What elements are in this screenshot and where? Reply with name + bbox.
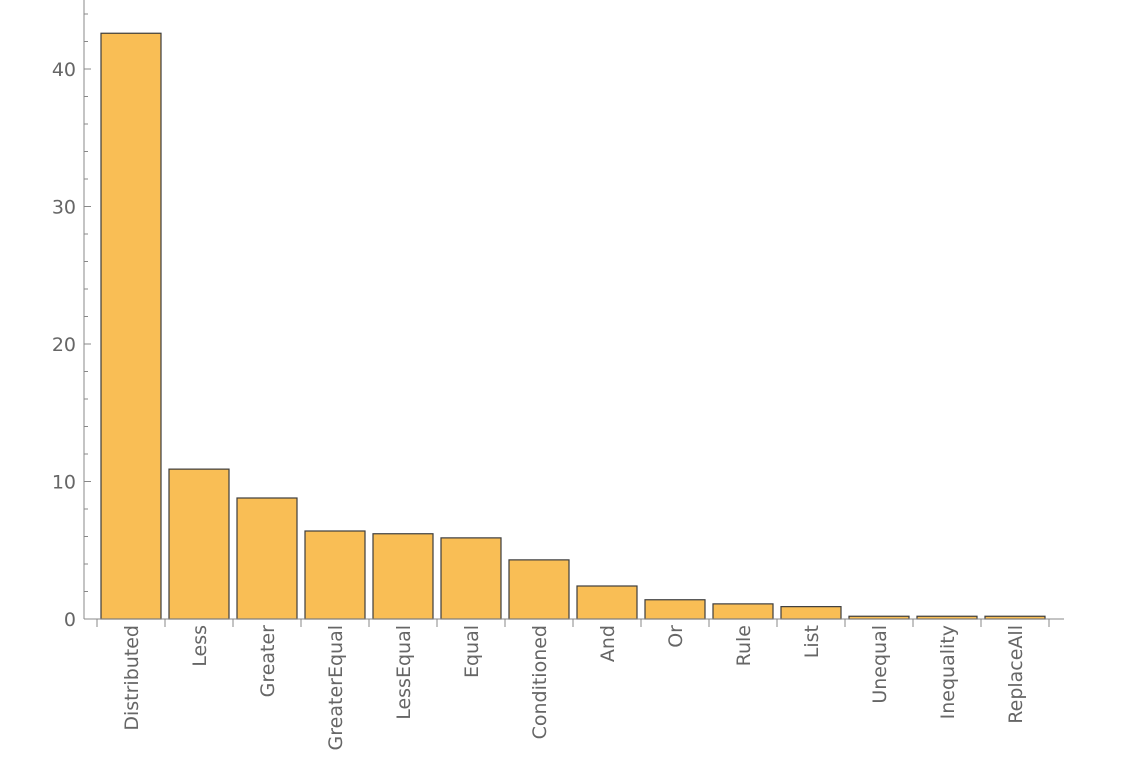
y-tick-label: 10 <box>52 472 76 494</box>
y-axis-ticks: 0 10 20 30 40 <box>52 13 91 631</box>
bar-less <box>168 468 230 620</box>
bar-equal <box>440 537 502 620</box>
bar-list <box>780 606 842 620</box>
x-tick-label: ReplaceAll <box>1005 625 1027 724</box>
x-axis-labels: Distributed Less Greater GreaterEqual LessEq… <box>96 619 1050 750</box>
x-tick-label: Unequal <box>869 625 891 704</box>
bars <box>100 32 1046 620</box>
y-tick-label: 0 <box>64 609 76 631</box>
bar-conditioned <box>508 559 570 620</box>
x-tick-label: Inequality <box>937 625 959 719</box>
x-tick-label: GreaterEqual <box>325 625 347 750</box>
x-tick-label: Distributed <box>121 625 143 731</box>
bar-greaterequal <box>304 530 366 620</box>
x-tick-label: LessEqual <box>393 625 415 720</box>
y-tick-label: 20 <box>52 334 76 356</box>
x-tick-label: Rule <box>733 625 755 666</box>
bar-lessequal <box>372 533 434 620</box>
bar-or <box>644 599 706 620</box>
x-tick-label: Less <box>189 625 211 667</box>
bar-distributed <box>100 32 162 620</box>
x-tick-label: Conditioned <box>529 625 551 739</box>
x-tick-label: Or <box>665 625 687 648</box>
bar-and <box>576 585 638 620</box>
x-tick-label: List <box>801 625 823 658</box>
y-tick-label: 40 <box>52 59 76 81</box>
bar-greater <box>236 497 298 620</box>
y-tick-label: 30 <box>52 197 76 219</box>
x-tick-label: Greater <box>257 625 279 698</box>
x-tick-label: Equal <box>461 625 483 678</box>
x-tick-label: And <box>597 625 619 662</box>
bar-rule <box>712 603 774 620</box>
